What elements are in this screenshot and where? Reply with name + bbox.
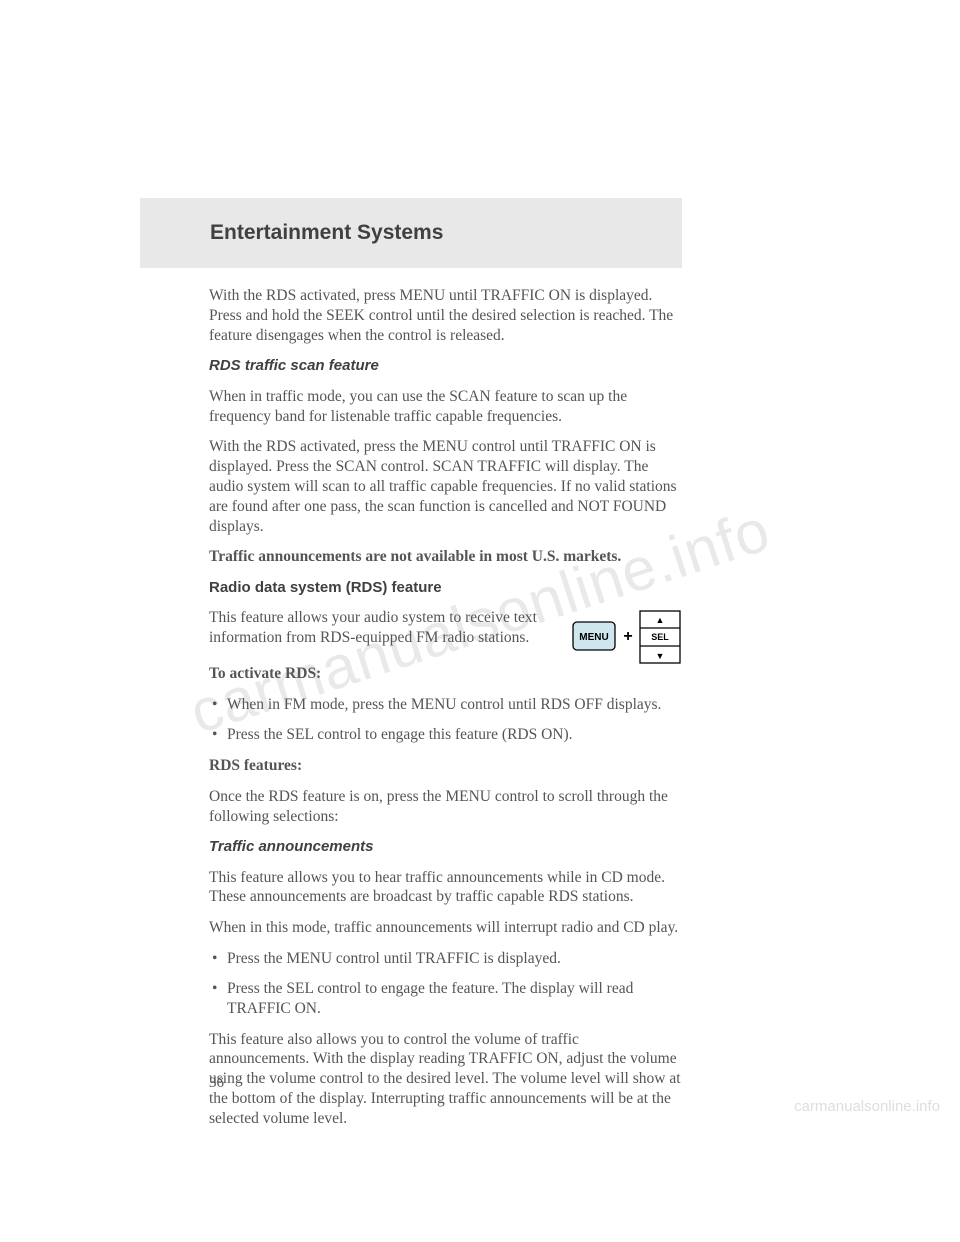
list-item: When in FM mode, press the MENU control … bbox=[209, 695, 682, 715]
activate-rds-list: When in FM mode, press the MENU control … bbox=[209, 695, 682, 745]
heading-traffic-announcements: Traffic announcements bbox=[209, 837, 682, 856]
rds-features-heading: RDS features: bbox=[209, 756, 682, 776]
plus-label: + bbox=[623, 628, 632, 645]
list-item: Press the MENU control until TRAFFIC is … bbox=[209, 949, 682, 969]
intro-paragraph: With the RDS activated, press MENU until… bbox=[209, 286, 682, 345]
rts-paragraph-1: When in traffic mode, you can use the SC… bbox=[209, 387, 682, 427]
rds-paragraph-1: This feature allows your audio system to… bbox=[209, 608, 542, 648]
footer-watermark: carmanualsonline.info bbox=[794, 1098, 940, 1115]
ta-paragraph-3: This feature also allows you to control … bbox=[209, 1030, 682, 1129]
menu-sel-control-diagram: MENU + ▲ SEL ▼ bbox=[572, 610, 682, 664]
ta-paragraph-2: When in this mode, traffic announcements… bbox=[209, 918, 682, 938]
page-number: 36 bbox=[209, 1075, 224, 1092]
rds-row: This feature allows your audio system to… bbox=[209, 608, 682, 664]
down-arrow-icon: ▼ bbox=[656, 651, 665, 661]
activate-rds-heading: To activate RDS: bbox=[209, 664, 682, 684]
sel-label: SEL bbox=[651, 632, 669, 642]
heading-rds-traffic-scan: RDS traffic scan feature bbox=[209, 356, 682, 375]
menu-label: MENU bbox=[579, 632, 608, 643]
heading-rds-feature: Radio data system (RDS) feature bbox=[209, 578, 682, 597]
list-item: Press the SEL control to engage the feat… bbox=[209, 979, 682, 1019]
section-header-bar: Entertainment Systems bbox=[140, 198, 682, 268]
rds-features-paragraph: Once the RDS feature is on, press the ME… bbox=[209, 787, 682, 827]
page-title: Entertainment Systems bbox=[210, 221, 443, 245]
ta-paragraph-1: This feature allows you to hear traffic … bbox=[209, 868, 682, 908]
list-item: Press the SEL control to engage this fea… bbox=[209, 725, 682, 745]
rts-note: Traffic announcements are not available … bbox=[209, 547, 682, 567]
up-arrow-icon: ▲ bbox=[656, 615, 665, 625]
rts-paragraph-2: With the RDS activated, press the MENU c… bbox=[209, 437, 682, 536]
page-content: With the RDS activated, press MENU until… bbox=[209, 268, 682, 1129]
manual-page: Entertainment Systems With the RDS activ… bbox=[0, 0, 960, 1129]
ta-list: Press the MENU control until TRAFFIC is … bbox=[209, 949, 682, 1018]
